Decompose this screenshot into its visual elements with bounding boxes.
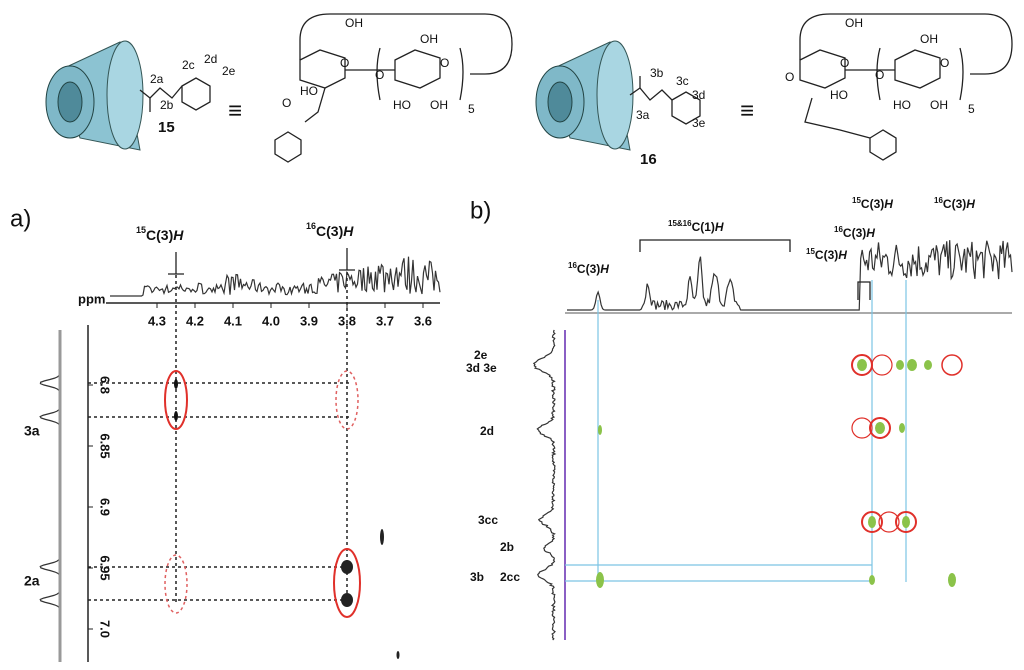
peak-marker — [168, 248, 355, 275]
row-label: 3a — [24, 423, 40, 439]
atom-label: OH — [345, 16, 363, 30]
atom-label: 3b — [650, 66, 664, 80]
atom-label: O — [375, 68, 384, 82]
cross-peak-highlights — [596, 354, 963, 588]
structure-15 — [274, 13, 513, 163]
peak-label: 16C(3)H — [934, 196, 975, 211]
atom-label: OH — [845, 16, 863, 30]
peak-label: 16C(3)H — [306, 221, 354, 238]
atom-label: 2d — [204, 52, 217, 66]
peak-label: 15&16C(1)H — [668, 219, 724, 234]
atom-label: OH — [920, 32, 938, 46]
repeat-count: 5 — [468, 102, 475, 116]
atom-label: 2c — [182, 58, 195, 72]
row-label: 3d 3e — [466, 361, 497, 375]
panel-label: a) — [10, 205, 31, 232]
atom-label: 3e — [692, 116, 706, 130]
x-tick-label: 3.6 — [414, 313, 432, 328]
structure-16 — [799, 13, 1013, 161]
spectrum-trace — [110, 256, 441, 297]
cinnamoyl-15 — [139, 77, 211, 112]
atom-label: 2a — [150, 72, 164, 86]
equivalence-sign: ≡ — [228, 97, 242, 124]
atom-label: O — [440, 56, 449, 70]
x-tick-label: 4.0 — [262, 313, 280, 328]
atom-label: O — [785, 70, 794, 84]
panel-label: b) — [470, 197, 491, 224]
x-tick-label: 4.2 — [186, 313, 204, 328]
x-tick-label: 3.9 — [300, 313, 318, 328]
atom-label: HO — [300, 84, 318, 98]
row-label: 2d — [480, 424, 494, 438]
atom-label: 3c — [676, 74, 689, 88]
atom-label: HO — [393, 98, 411, 112]
compound-number: 16 — [640, 151, 657, 168]
row-label: 2e — [474, 348, 488, 362]
atom-label: O — [940, 56, 949, 70]
y-tick-label: 6.9 — [98, 498, 113, 516]
peak-label: 16C(3)H — [568, 261, 609, 276]
y-tick-label: 7.0 — [98, 620, 113, 638]
row-label: 2b — [500, 540, 514, 554]
spectrum-trace — [532, 329, 557, 641]
atom-label: OH — [430, 98, 448, 112]
atom-label: O — [840, 56, 849, 70]
atom-label: 3d — [692, 88, 705, 102]
equivalence-sign: ≡ — [740, 97, 754, 124]
cyclodextrin-cone-15 — [45, 40, 144, 151]
atom-label: O — [875, 68, 884, 82]
y-tick-label: 6.85 — [98, 433, 113, 458]
cyclodextrin-cone-16 — [535, 40, 634, 151]
spectrum-trace — [39, 330, 61, 660]
cross-peak-highlights — [164, 370, 400, 659]
atom-label: 2b — [160, 98, 174, 112]
row-label: 3cc — [478, 513, 498, 527]
guide-lines — [565, 280, 907, 582]
x-tick-label: 4.1 — [224, 313, 242, 328]
axis-unit: ppm — [78, 291, 105, 306]
cinnamoyl-16 — [629, 76, 701, 125]
atom-label: 3a — [636, 108, 650, 122]
row-label: 2a — [24, 573, 40, 589]
peak-label: 15C(3)H — [806, 247, 847, 262]
atom-label: O — [282, 96, 291, 110]
row-label: 2cc — [500, 570, 520, 584]
atom-label: OH — [930, 98, 948, 112]
atom-label: 2e — [222, 64, 236, 78]
y-tick-label: 6.8 — [98, 376, 113, 394]
compound-number: 15 — [158, 119, 175, 136]
row-label: 3b — [470, 570, 484, 584]
y-tick-label: 6.95 — [98, 555, 113, 580]
x-tick-label: 3.7 — [376, 313, 394, 328]
repeat-count: 5 — [968, 102, 975, 116]
peak-label: 15C(3)H — [852, 196, 893, 211]
atom-label: OH — [420, 32, 438, 46]
atom-label: HO — [830, 88, 848, 102]
peak-label: 16C(3)H — [834, 225, 875, 240]
spectrum-trace — [567, 240, 1013, 311]
atom-label: HO — [893, 98, 911, 112]
atom-label: O — [340, 56, 349, 70]
peak-label: 15C(3)H — [136, 225, 184, 242]
x-tick-label: 4.3 — [148, 313, 166, 328]
correlation-lines — [88, 272, 350, 605]
peak-brackets — [639, 239, 871, 300]
